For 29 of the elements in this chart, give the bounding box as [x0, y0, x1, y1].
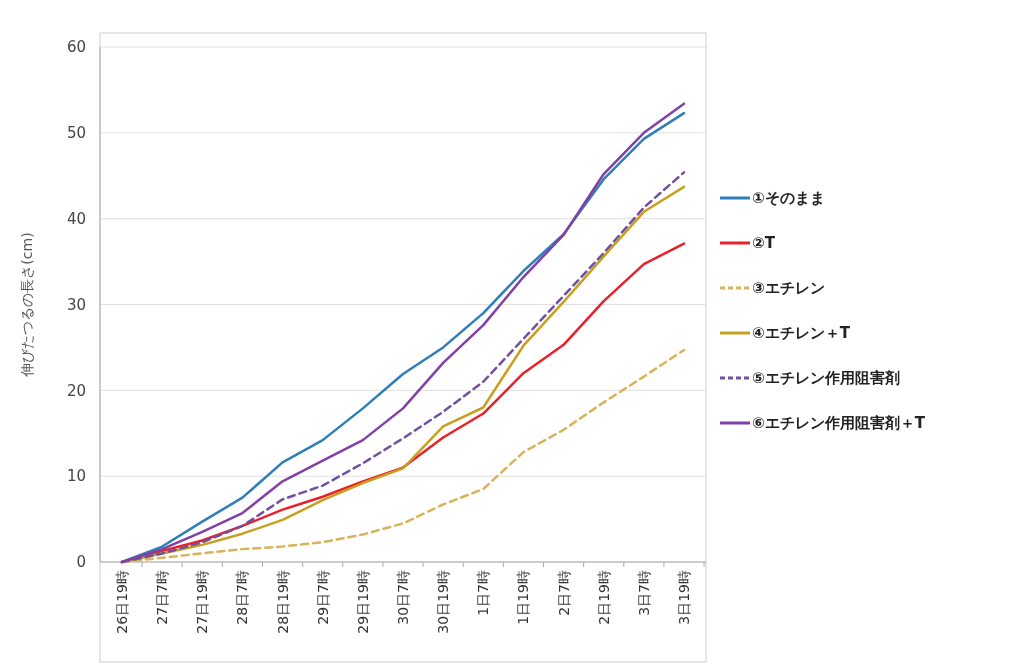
x-tick-label: 30日7時 [395, 570, 411, 625]
x-tick-label: 29日7時 [314, 570, 331, 625]
y-tick-label: 50 [66, 124, 86, 143]
legend-label: ④エチレン＋T [752, 324, 851, 343]
x-tick-label: 28日7時 [234, 570, 251, 625]
legend-label: ③エチレン [752, 279, 825, 298]
x-tick-label: 1日7時 [475, 570, 492, 616]
y-axis-title: 伸びたつるの長さ(cm) [19, 232, 35, 378]
x-tick-label: 1日19時 [515, 570, 532, 625]
x-tick-label: 27日7時 [154, 570, 171, 625]
y-tick-label: 10 [66, 467, 86, 486]
y-tick-label: 60 [66, 38, 86, 57]
legend-label: ②T [752, 234, 776, 253]
y-tick-label: 0 [76, 553, 86, 572]
y-tick-label: 30 [66, 295, 86, 314]
y-tick-label: 40 [66, 209, 86, 228]
x-tick-label: 26日19時 [114, 570, 130, 634]
x-tick-label: 3日19時 [676, 570, 692, 625]
x-tick-label: 28日19時 [274, 570, 291, 634]
x-tick-label: 3日7時 [635, 570, 652, 616]
legend-label: ①そのまま [752, 189, 825, 208]
x-tick-label: 2日7時 [555, 570, 572, 616]
x-tick-label: 30日19時 [435, 570, 452, 634]
x-tick-label: 2日19時 [595, 570, 612, 625]
x-tick-label: 27日19時 [194, 570, 211, 634]
y-tick-label: 20 [66, 381, 86, 400]
legend-label: ⑤エチレン作用阻害剤 [752, 369, 900, 388]
x-tick-label: 29日19時 [354, 570, 371, 634]
legend-label: ⑥エチレン作用阻害剤＋T [752, 414, 926, 433]
